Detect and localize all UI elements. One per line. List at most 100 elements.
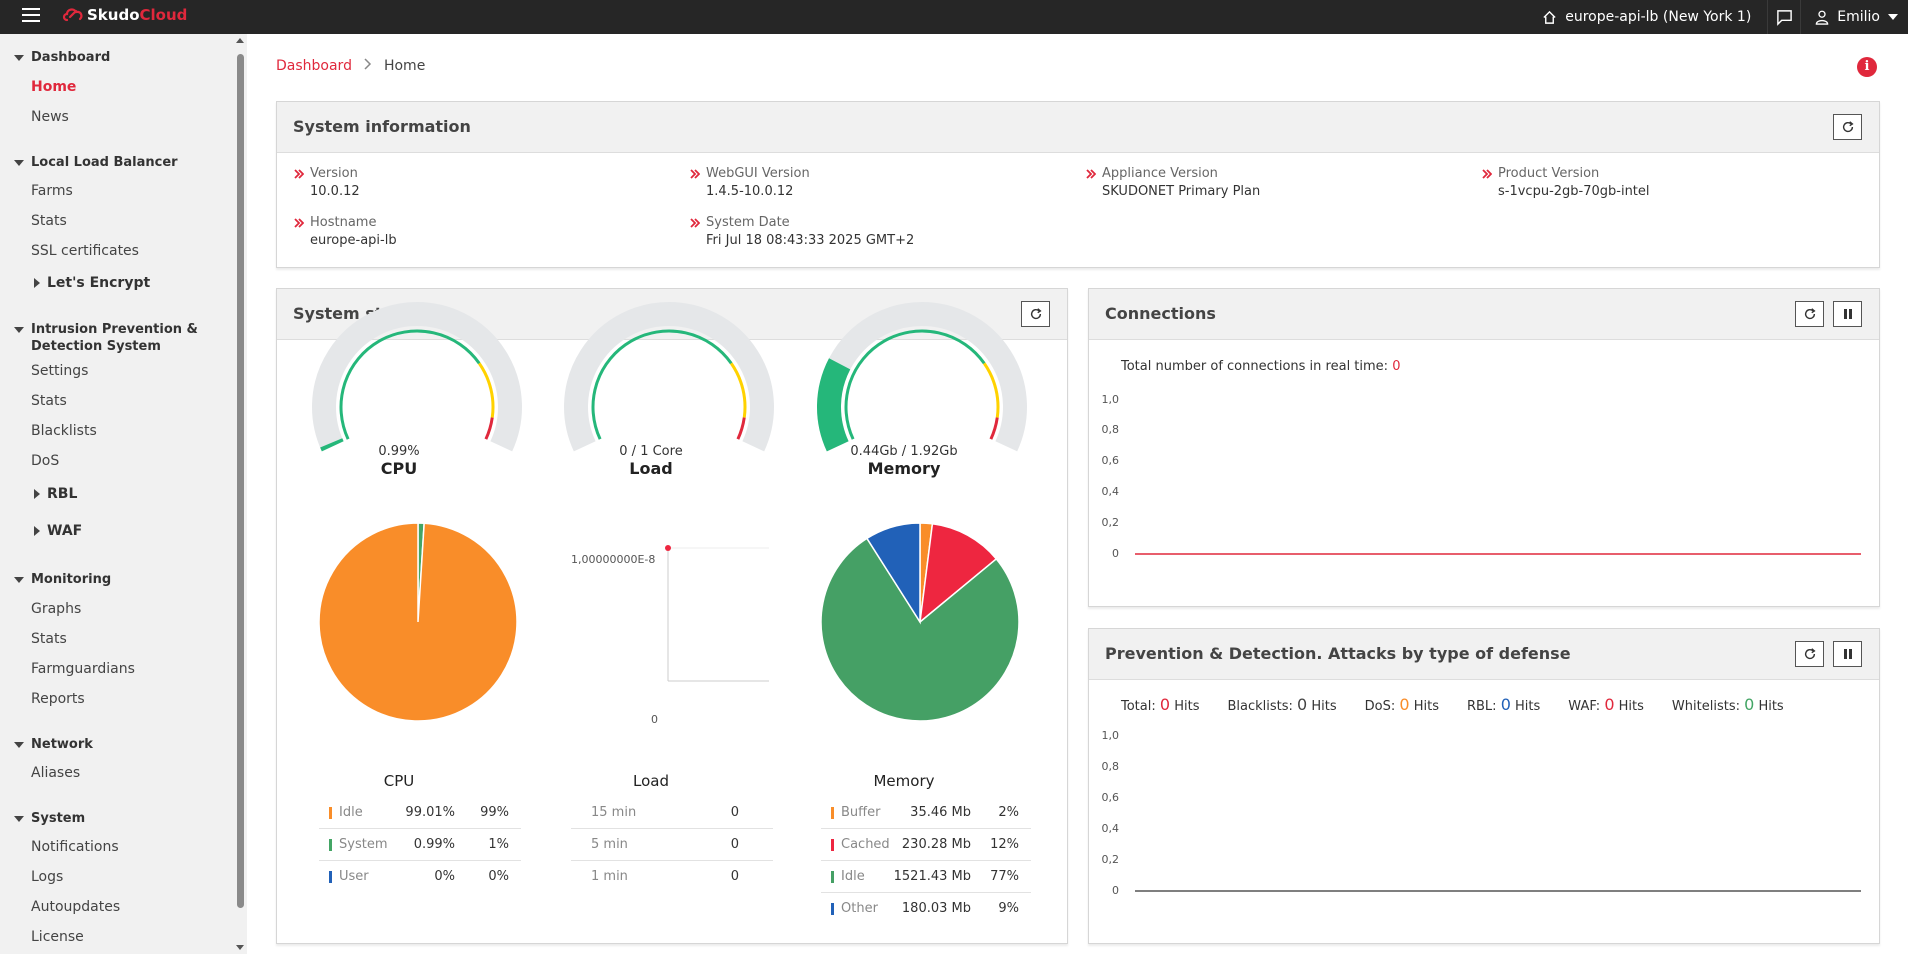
sidebar-section-network[interactable]: Network bbox=[14, 736, 93, 753]
table-row: System 0.99% 1% bbox=[319, 829, 521, 861]
panel-title: Connections bbox=[1105, 304, 1216, 323]
legend-swatch bbox=[831, 839, 834, 851]
row-value: 0 bbox=[730, 805, 739, 820]
chevron-down-icon bbox=[14, 742, 24, 748]
menu-icon[interactable] bbox=[22, 8, 40, 24]
info-field-appliance-version: Appliance Version SKUDONET Primary Plan bbox=[1086, 166, 1260, 199]
gauge-track bbox=[817, 302, 1027, 452]
scroll-up-icon[interactable] bbox=[236, 38, 244, 43]
pause-icon bbox=[1843, 649, 1852, 659]
info-field-value: 10.0.12 bbox=[310, 184, 360, 199]
hits-unit: Hits bbox=[1174, 699, 1200, 714]
sidebar-item-ipds-stats[interactable]: Stats bbox=[31, 393, 67, 409]
bullet-chevron-icon bbox=[1086, 168, 1097, 183]
sidebar-item-autoupdates[interactable]: Autoupdates bbox=[31, 899, 121, 915]
sidebar-item-notifications[interactable]: Notifications bbox=[31, 839, 119, 855]
user-name: Emilio bbox=[1837, 9, 1880, 25]
memory-gauge-name: Memory bbox=[867, 459, 941, 478]
sidebar-item-home[interactable]: Home bbox=[31, 79, 77, 95]
memory-gauge-value: 0.44Gb / 1.92Gb bbox=[850, 444, 958, 459]
refresh-button[interactable] bbox=[1833, 114, 1862, 140]
sidebar-item-label: WAF bbox=[47, 523, 83, 539]
sidebar-item-dos[interactable]: DoS bbox=[31, 453, 60, 469]
info-field-label: System Date bbox=[706, 215, 790, 230]
sidebar-item-graphs[interactable]: Graphs bbox=[31, 601, 82, 617]
refresh-button[interactable] bbox=[1795, 301, 1824, 327]
sidebar-section-ipds[interactable]: Intrusion Prevention & Detection System bbox=[14, 321, 198, 355]
hits-label: Whitelists: bbox=[1671, 699, 1740, 714]
scrollbar-thumb[interactable] bbox=[237, 54, 244, 908]
sidebar-section-monitoring[interactable]: Monitoring bbox=[14, 571, 111, 588]
gauge-scale-red bbox=[484, 417, 494, 440]
row-name: Other bbox=[841, 901, 878, 916]
user-menu[interactable]: Emilio bbox=[1801, 9, 1908, 25]
refresh-button[interactable] bbox=[1795, 641, 1824, 667]
bullet-chevron-icon bbox=[1482, 168, 1493, 183]
cpu-caption: CPU bbox=[383, 772, 415, 790]
pause-button[interactable] bbox=[1833, 301, 1862, 327]
sidebar-item-rbl[interactable]: RBL bbox=[34, 486, 77, 502]
memory-pie-chart bbox=[820, 522, 1020, 722]
info-field-system-date: System Date Fri Jul 18 08:43:33 2025 GMT… bbox=[690, 215, 914, 248]
sidebar-item-reports[interactable]: Reports bbox=[31, 691, 85, 707]
chevron-right-icon bbox=[34, 526, 40, 536]
refresh-icon bbox=[1804, 308, 1816, 320]
gauge-scale-yellow bbox=[730, 362, 747, 418]
sidebar-item-logs[interactable]: Logs bbox=[31, 869, 64, 885]
legend-swatch bbox=[831, 871, 834, 883]
y-tick-label: 0 bbox=[1112, 547, 1119, 560]
load-chart-y-top: 1,00000000E-8 bbox=[571, 553, 656, 566]
info-field-version: Version 10.0.12 bbox=[294, 166, 360, 199]
scroll-down-icon[interactable] bbox=[236, 945, 244, 950]
sidebar-item-farms[interactable]: Farms bbox=[31, 183, 73, 199]
load-gauge-name: Load bbox=[629, 459, 673, 478]
y-tick-label: 0,2 bbox=[1101, 516, 1120, 529]
sidebar-item-aliases[interactable]: Aliases bbox=[31, 765, 81, 781]
hits-label: Blacklists: bbox=[1227, 699, 1293, 714]
sidebar-item-monitoring-stats[interactable]: Stats bbox=[31, 631, 67, 647]
y-tick-label: 0,4 bbox=[1101, 822, 1120, 835]
sidebar-section-label: System bbox=[31, 811, 86, 826]
sidebar-section-label-line2: Detection System bbox=[31, 339, 161, 354]
info-field-label: Version bbox=[310, 166, 358, 181]
sidebar-item-news[interactable]: News bbox=[31, 109, 69, 125]
load-table: 15 min 0 5 min 0 1 min 0 bbox=[571, 797, 773, 893]
sidebar-item-settings[interactable]: Settings bbox=[31, 363, 89, 379]
hits-unit: Hits bbox=[1413, 699, 1439, 714]
app-logo[interactable]: Skudo Cloud bbox=[62, 6, 187, 24]
messages-button[interactable] bbox=[1767, 0, 1802, 34]
sidebar-section-system[interactable]: System bbox=[14, 810, 85, 827]
sidebar-item-lets-encrypt[interactable]: Let's Encrypt bbox=[34, 275, 150, 291]
sidebar-item-farmguardians[interactable]: Farmguardians bbox=[31, 661, 135, 677]
row-value: 0 bbox=[730, 869, 739, 884]
hits-unit: Hits bbox=[1311, 699, 1337, 714]
info-field-label: Hostname bbox=[310, 215, 377, 230]
y-tick-label: 1,0 bbox=[1101, 729, 1120, 742]
hits-label: Total: bbox=[1121, 699, 1156, 714]
sidebar-section-local-load-balancer[interactable]: Local Load Balancer bbox=[14, 154, 178, 171]
y-tick-label: 1,0 bbox=[1101, 393, 1120, 406]
sidebar-section-dashboard[interactable]: Dashboard bbox=[14, 49, 110, 66]
sidebar-item-ssl-certificates[interactable]: SSL certificates bbox=[31, 243, 139, 259]
sidebar-item-waf[interactable]: WAF bbox=[34, 523, 82, 539]
load-gauge bbox=[564, 302, 774, 452]
load-balancer-selector[interactable]: europe-api-lb (New York 1) bbox=[1542, 9, 1767, 25]
info-icon[interactable]: i bbox=[1857, 57, 1877, 77]
table-row: 1 min 0 bbox=[571, 861, 773, 893]
sidebar-item-license[interactable]: License bbox=[31, 929, 84, 945]
load-balancer-name: europe-api-lb (New York 1) bbox=[1565, 9, 1752, 25]
sidebar-item-label: RBL bbox=[47, 486, 78, 502]
hits-count: 0 bbox=[1159, 695, 1171, 714]
gauge-track bbox=[312, 302, 522, 452]
breadcrumb-dashboard-link[interactable]: Dashboard bbox=[276, 58, 352, 74]
sidebar-item-lb-stats[interactable]: Stats bbox=[31, 213, 67, 229]
pause-button[interactable] bbox=[1833, 641, 1862, 667]
row-percent: 1% bbox=[488, 837, 509, 852]
refresh-button[interactable] bbox=[1021, 301, 1050, 327]
memory-gauge bbox=[817, 302, 1027, 452]
row-name: Idle bbox=[841, 869, 865, 884]
sidebar-item-blacklists[interactable]: Blacklists bbox=[31, 423, 97, 439]
sidebar-scrollbar[interactable] bbox=[233, 34, 247, 954]
gauge-value-fill bbox=[817, 358, 851, 452]
sidebar-section-label: Dashboard bbox=[31, 50, 111, 65]
